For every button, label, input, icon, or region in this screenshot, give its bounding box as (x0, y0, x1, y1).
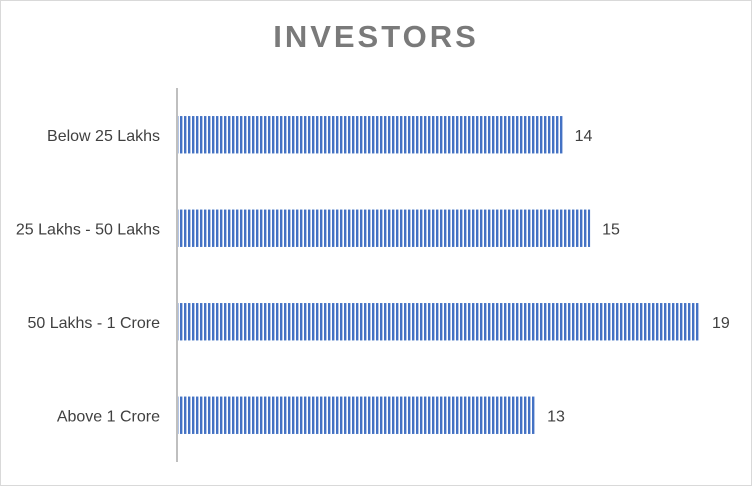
data-label-0: 14 (575, 128, 593, 145)
category-label-1: 25 Lakhs - 50 Lakhs (16, 221, 160, 238)
category-label-3: Above 1 Crore (57, 408, 160, 425)
data-label-3: 13 (547, 408, 565, 425)
bar-0 (178, 116, 563, 154)
bar-3 (178, 396, 536, 434)
category-label-0: Below 25 Lakhs (47, 128, 160, 145)
data-label-1: 15 (602, 221, 620, 238)
bar-1 (178, 209, 591, 247)
category-label-2: 50 Lakhs - 1 Crore (27, 315, 160, 332)
data-label-2: 19 (712, 315, 730, 332)
bar-2 (178, 303, 700, 341)
chart-title: INVESTORS (273, 19, 479, 54)
